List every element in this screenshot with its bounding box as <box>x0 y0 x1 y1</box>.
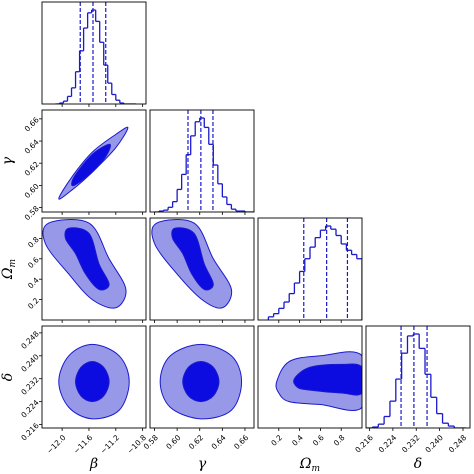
axis-label: Ωm <box>0 259 18 280</box>
x-tick-label: 0.248 <box>447 433 469 455</box>
y-tick-label: 0.224 <box>19 398 41 420</box>
x-tick-label: 0.232 <box>400 433 422 455</box>
x-tick-label: −11.6 <box>72 433 95 456</box>
panel: 0.2 0.4 0.6 0.8 <box>26 217 147 323</box>
axis-symbol: β <box>89 456 98 472</box>
contour-level <box>64 227 110 291</box>
y-tick-label: 0.66 <box>23 115 41 133</box>
x-tick-label: 0.66 <box>232 433 250 451</box>
y-tick-label: 0.232 <box>19 375 41 397</box>
y-tick-label: 0.6 <box>26 255 41 270</box>
x-tick-label: 0.8 <box>332 433 347 448</box>
axis-symbol: γ <box>198 456 207 472</box>
contour-level <box>293 363 362 396</box>
panel-frame <box>149 217 255 321</box>
panel-frame <box>365 325 471 429</box>
axis-symbol: Ω <box>299 456 312 472</box>
contour-level <box>171 227 214 291</box>
axis-symbol: Ω <box>0 267 16 280</box>
y-tick-label: 0.8 <box>26 235 41 250</box>
y-tick-label: 0.64 <box>23 137 41 155</box>
y-tick-label: 0.248 <box>19 329 41 351</box>
contour-level <box>71 143 111 187</box>
panel-frame <box>41 325 147 429</box>
y-tick-label: 0.60 <box>23 182 41 200</box>
axis-subscript: m <box>8 259 18 268</box>
panel-frame <box>149 325 255 429</box>
y-tick-label: 0.216 <box>19 421 41 443</box>
axis-label: β <box>89 456 98 472</box>
x-tick-label: 0.4 <box>290 433 305 448</box>
x-tick-label: −12.0 <box>45 433 68 456</box>
axis-label: γ <box>198 456 207 472</box>
axis-label: δ <box>0 373 16 381</box>
x-tick-label: 0.216 <box>353 433 375 455</box>
x-tick-label: 0.6 <box>311 433 326 448</box>
panel: 0.216 0.224 0.232 0.240 0.248 <box>353 325 471 455</box>
panel-frame <box>257 325 363 429</box>
x-tick-label: 0.2 <box>269 433 284 448</box>
axis-symbol: γ <box>0 156 16 165</box>
contour-level <box>75 361 110 403</box>
axis-subscript: m <box>312 464 321 474</box>
panel-frame <box>41 1 147 105</box>
axis-label: γ <box>0 156 16 165</box>
axis-label: δ <box>414 456 422 472</box>
panel-frame <box>41 217 147 321</box>
x-tick-label: −11.2 <box>99 433 122 456</box>
y-tick-label: 0.2 <box>26 296 41 311</box>
panel: 0.58 0.60 0.62 0.64 0.66 <box>23 109 147 222</box>
panel <box>41 1 147 107</box>
panel <box>257 217 363 323</box>
panel-frame <box>149 109 255 213</box>
x-tick-label: 0.224 <box>377 433 399 455</box>
x-tick-label: 0.240 <box>423 433 445 455</box>
y-tick-label: 0.58 <box>23 204 41 222</box>
axis-symbol: δ <box>414 456 422 472</box>
axis-label: Ωm <box>299 456 320 474</box>
panel: 0.2 0.4 0.6 0.8 <box>257 325 363 448</box>
x-tick-label: 0.58 <box>142 433 160 451</box>
y-tick-label: 0.240 <box>19 352 41 374</box>
x-tick-label: 0.64 <box>210 433 228 451</box>
panel <box>149 109 255 215</box>
x-tick-label: 0.60 <box>164 433 182 451</box>
x-tick-label: 0.62 <box>187 433 205 451</box>
panel-frame <box>257 217 363 321</box>
panel-frame <box>41 109 147 213</box>
axis-symbol: δ <box>0 373 16 381</box>
y-tick-label: 0.4 <box>26 276 41 291</box>
panel <box>149 217 255 323</box>
y-tick-label: 0.62 <box>23 160 41 178</box>
contour-level <box>182 361 220 403</box>
